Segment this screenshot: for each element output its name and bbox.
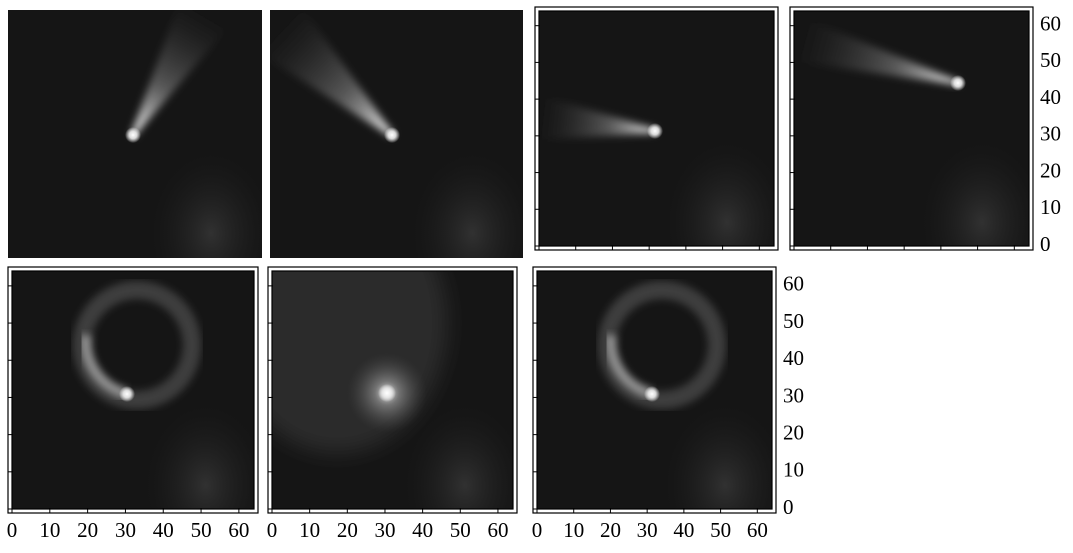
x-tick-label: 30 [637,518,658,542]
x-tick-label: 60 [747,518,768,542]
panel [8,0,271,313]
x-tick-label: 30 [374,518,395,542]
x-tick-label: 20 [337,518,358,542]
x-tick-label: 0 [7,518,18,542]
x-tick-label: 0 [532,518,543,542]
y-tick-label: 40 [783,346,804,370]
panel: 0 10 20 30 40 50 60 0 10 20 30 40 50 60 [532,267,804,553]
x-tick-label: 0 [267,518,278,542]
comet-head [125,127,141,143]
x-tick-label: 30 [115,518,136,542]
y-tick-label: 0 [1040,232,1051,256]
glow-head [378,384,396,402]
y-tick-label: 20 [1040,158,1061,182]
figure: 0102030405060010203040506001020304050600… [0,0,1073,553]
x-tick-label: 10 [299,518,320,542]
x-tick-label: 20 [77,518,98,542]
comet-head [647,123,663,139]
y-tick-label: 60 [1040,12,1061,36]
y-tick-label: 40 [1040,85,1061,109]
x-tick-label: 50 [191,518,212,542]
y-tick-label: 30 [1040,122,1061,146]
comet-head [384,127,400,143]
comet-head [950,75,966,91]
panel: 0 10 20 30 40 50 60 [7,267,266,553]
ring-head [644,386,660,402]
x-tick-label: 40 [412,518,433,542]
x-tick-label: 40 [153,518,174,542]
x-tick-label: 50 [710,518,731,542]
ring-head [119,386,135,402]
x-tick-label: 50 [450,518,471,542]
y-tick-label: 60 [783,272,804,296]
x-tick-label: 60 [487,518,508,542]
panel [535,7,787,303]
y-tick-label: 10 [783,458,804,482]
x-tick-label: 20 [600,518,621,542]
y-tick-label: 50 [1040,48,1061,72]
y-tick-label: 10 [1040,195,1061,219]
x-tick-label: 40 [673,518,694,542]
y-tick-label: 20 [783,420,804,444]
y-tick-label: 30 [783,383,804,407]
y-tick-label: 50 [783,309,804,333]
x-tick-label: 10 [39,518,60,542]
haze [922,143,1042,303]
y-tick-label: 0 [783,495,794,519]
x-tick-label: 10 [563,518,584,542]
x-tick-label: 60 [228,518,249,542]
panel: 0 10 20 30 40 50 60 [790,7,1061,303]
